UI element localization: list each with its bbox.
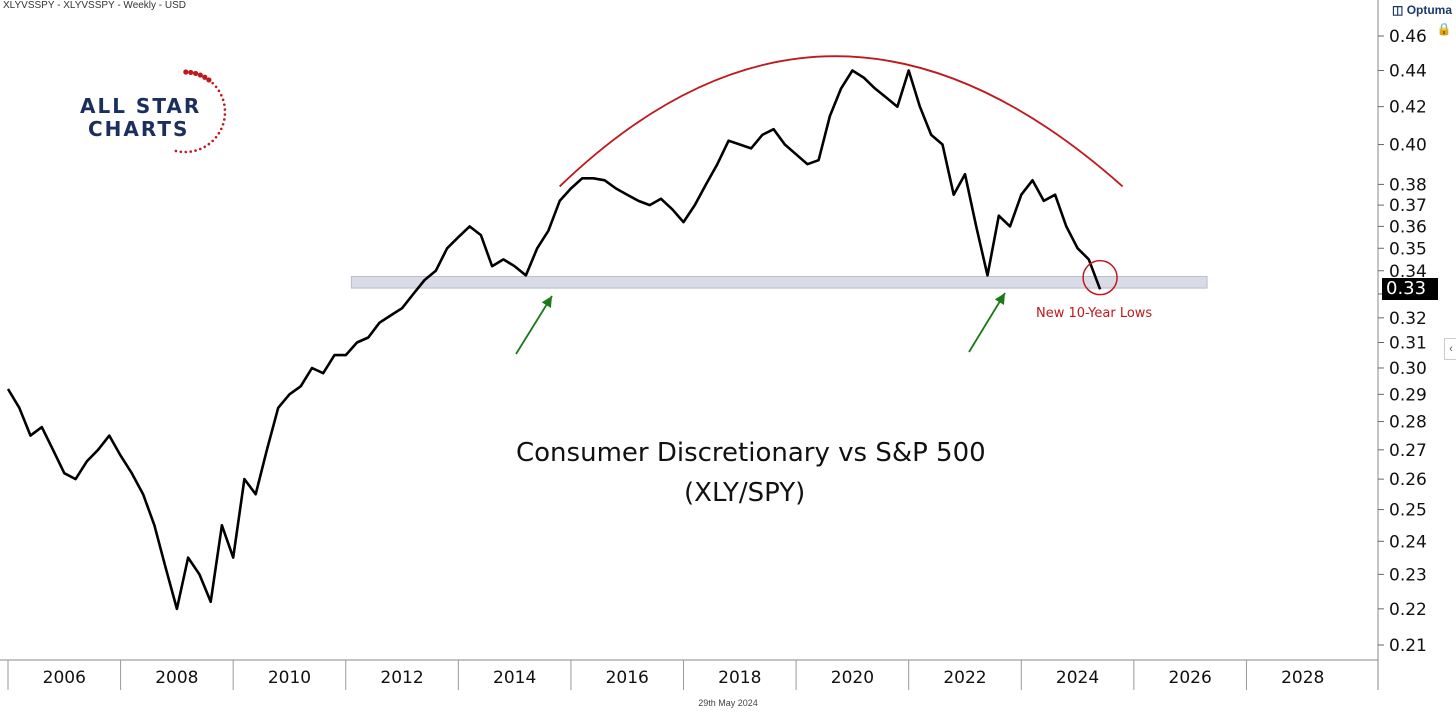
lock-icon[interactable]: 🔒: [1436, 22, 1452, 36]
y-tick-label: 0.24: [1389, 532, 1427, 552]
optuma-logo-icon: ◫: [1392, 3, 1404, 17]
support-arrow-right: [968, 292, 1006, 353]
y-tick-label: 0.42: [1389, 98, 1427, 118]
optuma-brand: ◫ Optuma: [1392, 3, 1452, 17]
logo-star-icon: [223, 103, 226, 106]
y-tick-label: 0.40: [1389, 136, 1427, 156]
y-tick-label: 0.29: [1389, 385, 1427, 405]
series-line-0: [6, 69, 1102, 611]
logo-star-icon: [189, 150, 193, 153]
x-tick-label: 2024: [1056, 668, 1099, 688]
y-tick-label: 0.37: [1389, 196, 1427, 216]
collapse-arrow-icon[interactable]: ‹: [1444, 338, 1456, 360]
x-tick-label: 2026: [1169, 668, 1212, 688]
support-zone-band: [350, 276, 1208, 289]
x-tick-label: 2022: [943, 668, 986, 688]
y-tick-label: 0.28: [1389, 413, 1427, 433]
y-tick-label: 0.30: [1389, 359, 1427, 379]
y-tick-label: 0.44: [1389, 62, 1427, 82]
logo-star-icon: [207, 142, 211, 146]
logo-star-icon: [174, 149, 178, 153]
y-tick-label: 0.22: [1389, 600, 1427, 620]
x-tick-label: 2012: [380, 668, 423, 688]
last-price-label: 0.33: [1382, 278, 1438, 300]
y-tick-label: 0.27: [1389, 441, 1427, 461]
x-tick-label: 2020: [831, 668, 874, 688]
chart-subtitle: (XLY/SPY): [684, 478, 806, 508]
x-tick-label: 2008: [155, 668, 198, 688]
y-tick-label: 0.21: [1389, 636, 1427, 656]
y-tick-label: 0.35: [1389, 239, 1427, 259]
y-tick-label: 0.26: [1389, 470, 1427, 490]
annotation-label: New 10-Year Lows: [1036, 306, 1153, 321]
footer-date: 29th May 2024: [698, 698, 758, 708]
logo-star-icon: [194, 149, 197, 152]
logo-star-icon: [221, 122, 225, 126]
logo-star-icon: [214, 85, 218, 89]
logo-star-icon: [220, 93, 223, 97]
logo-star-icon: [211, 139, 214, 143]
logo-star-icon: [217, 89, 221, 93]
logo-star-icon: [223, 108, 227, 111]
y-tick-label: 0.38: [1389, 175, 1427, 195]
y-tick-label: 0.31: [1389, 334, 1427, 354]
logo-star-icon: [184, 150, 188, 154]
logo-star-icon: [223, 113, 227, 116]
optuma-brand-text: Optuma: [1406, 3, 1453, 17]
x-tick-label: 2028: [1281, 668, 1324, 688]
chart-title: Consumer Discretionary vs S&P 500: [516, 438, 986, 468]
y-tick-label: 0.32: [1389, 309, 1427, 329]
logo-star-icon: [198, 147, 202, 151]
top-arc: [559, 55, 1124, 188]
chart-header: XLYVSSPY - XLYVSSPY - Weekly - USD: [3, 0, 187, 11]
logo-star-icon: [183, 69, 189, 75]
x-tick-label: 2006: [43, 668, 86, 688]
y-tick-label: 0.34: [1389, 262, 1427, 282]
y-tick-label: 0.36: [1389, 217, 1427, 237]
new-low-circle: [1082, 259, 1118, 296]
logo-star-icon: [217, 131, 221, 135]
logo-star-icon: [202, 74, 208, 80]
y-tick-label: 0.23: [1389, 565, 1427, 585]
logo-star-icon: [203, 145, 207, 149]
x-tick-label: 2016: [606, 668, 649, 688]
x-tick-label: 2014: [493, 668, 536, 688]
logo-star-icon: [206, 77, 212, 83]
logo-line1: ALL STAR: [80, 94, 202, 118]
logo-star-icon: [214, 135, 218, 139]
plot-frame: [0, 0, 1379, 690]
logo-star-icon: [211, 81, 215, 85]
logo-star-icon: [197, 72, 203, 78]
x-tick-label: 2010: [268, 668, 311, 688]
y-tick-label: 0.25: [1389, 501, 1427, 521]
support-arrow-left: [515, 295, 553, 355]
logo-star-icon: [219, 127, 223, 131]
logo-star-icon: [179, 150, 183, 154]
x-tick-label: 2018: [718, 668, 761, 688]
logo-star-icon: [193, 70, 199, 77]
logo-star-icon: [188, 69, 194, 76]
logo-star-icon: [223, 118, 226, 121]
logo-line2: CHARTS: [88, 117, 190, 141]
y-tick-label: 0.46: [1389, 27, 1427, 47]
logo-star-icon: [221, 98, 225, 102]
